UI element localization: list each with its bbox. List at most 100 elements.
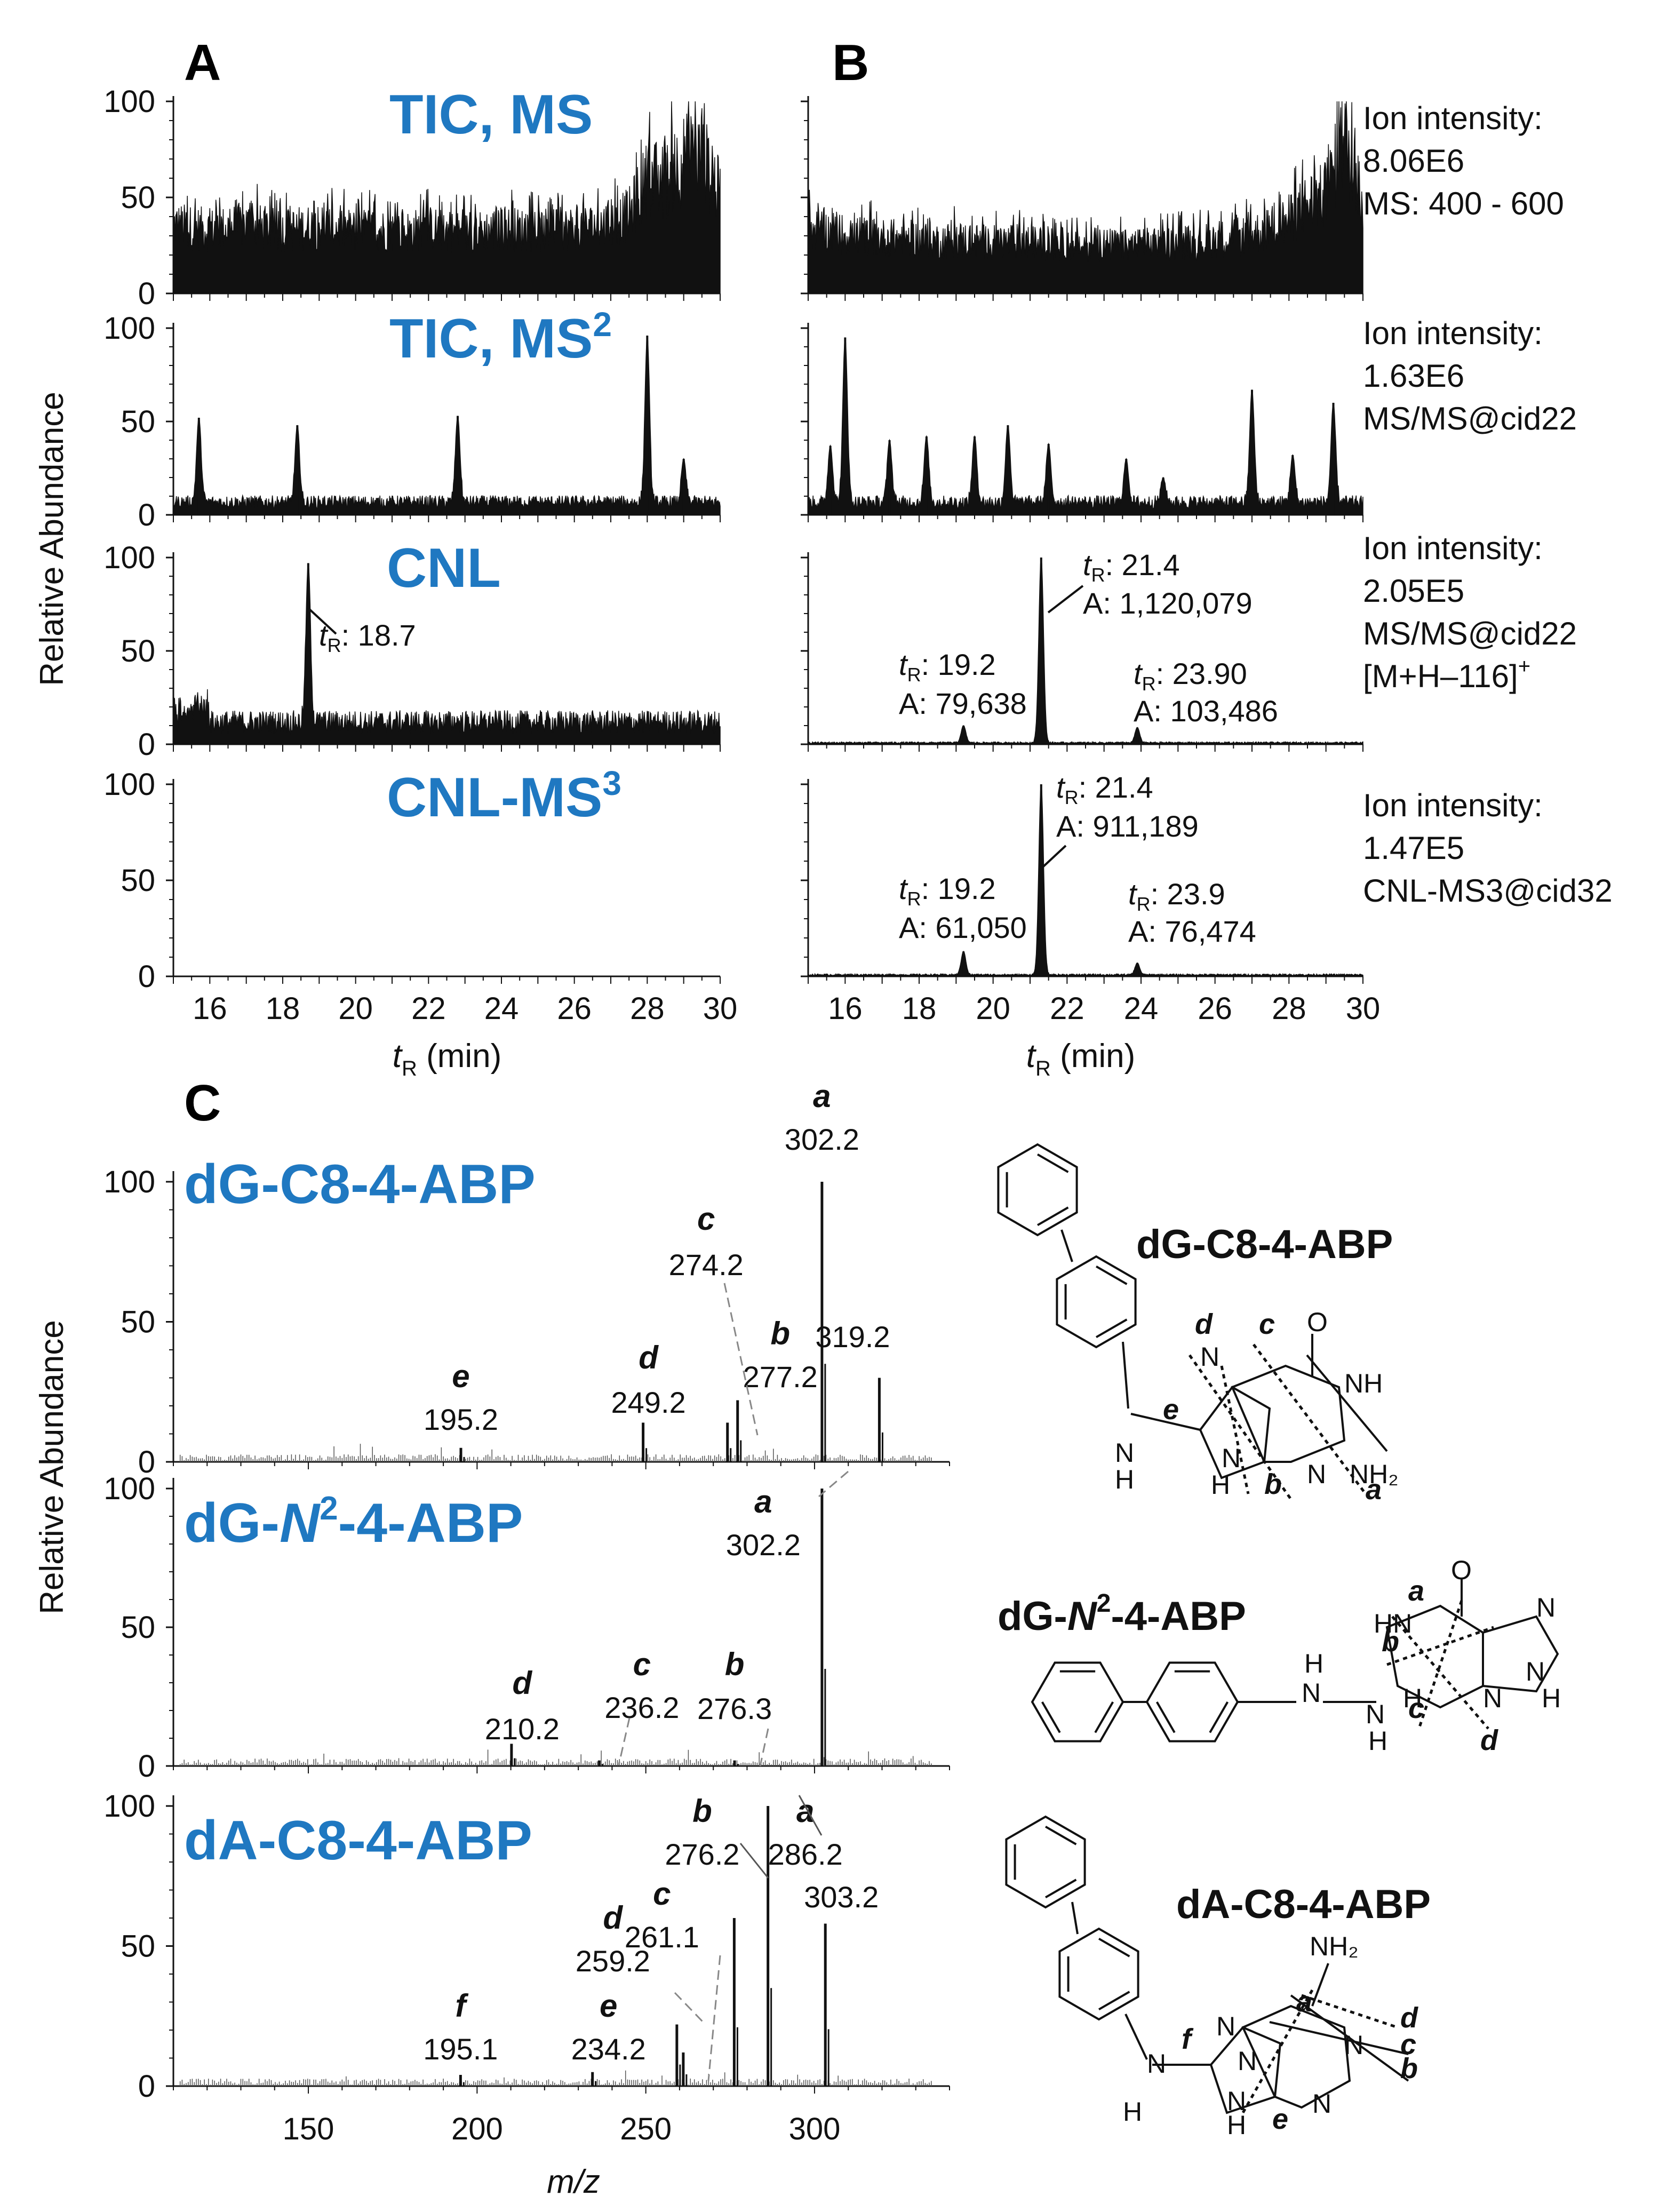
trace-title-tic-ms2-sup: 2 [593, 305, 612, 344]
struct3-frag-line-b [1269, 2021, 1409, 2055]
struct2-atom: c [1408, 1692, 1424, 1724]
annot-b-cnl-3-val: : 23.90 [1156, 657, 1247, 690]
info-2-line-2: 1.63E6 [1363, 358, 1464, 394]
annot-b-cnl: tR: 21.4 A: 1,120,079 tR: 19.2 A: 79,638… [899, 548, 1278, 728]
leader-s1-c [723, 1283, 759, 1436]
y-tick-label: 100 [103, 311, 155, 346]
leader-s2-c [618, 1717, 631, 1765]
spectrum-title-2-sup: 2 [320, 1490, 338, 1527]
panel-label-a: A [184, 34, 221, 91]
struct3-pyrimidine-ring [1241, 2004, 1351, 2109]
mass-spectra: 0 50 100 e 195.2 d 249.2 c 274.2 b 277.2 a 302.2 319.… [103, 1078, 950, 2146]
struct2-atom: N [1536, 1593, 1556, 1622]
trace-title-cnl: CNL [387, 537, 501, 599]
annot-b-cnl-1-sub: R [1091, 564, 1105, 586]
info-1-line-2: 8.06E6 [1363, 143, 1464, 179]
fragment-letter: d [603, 1900, 624, 1936]
annot-b-cnl-1-val: : 21.4 [1105, 548, 1180, 582]
x-tick-label: 200 [451, 2112, 503, 2146]
spectrum-1: 0 50 100 e 195.2 d 249.2 c 274.2 b 277.2 a 302.2 319.… [103, 1078, 950, 1479]
struct2-atom: N [1366, 1699, 1385, 1729]
y-tick-label: 0 [138, 727, 155, 762]
structure-name-3: dA-C8-4-ABP [1176, 1882, 1431, 1927]
chromatogram-trace [808, 784, 1363, 977]
struct2-atom: H [1368, 1726, 1387, 1756]
annot-b-cnl-1-area: A: 1,120,079 [1083, 586, 1253, 620]
chromatogram-trace [808, 337, 1363, 515]
struct1-phenyl-ring-2-double-bond [1095, 1318, 1128, 1339]
fragment-letter: a [796, 1793, 814, 1829]
annot-a-cnl: tR: 18.7 [307, 607, 416, 656]
struct1-atom: N [1200, 1342, 1219, 1372]
info-1-line-3: MS: 400 - 600 [1363, 186, 1564, 221]
struct3-atom: H [1227, 2110, 1246, 2140]
chromatogram-trace [173, 101, 721, 294]
annot-b-ms3-1-t: t [1056, 770, 1066, 804]
spectrum-title-1-pre: dG- [184, 1153, 280, 1215]
chromatogram-b-1 [801, 96, 1363, 301]
y-tick-label: 50 [121, 1305, 155, 1340]
fragment-mz-label: 195.2 [424, 1403, 498, 1436]
x-tick-label: 20 [338, 991, 373, 1026]
struct3-phenyl-ring-2-double-bond [1098, 1937, 1130, 1958]
struct1-frag-line-c [1306, 1354, 1388, 1452]
y-tick-label: 100 [103, 1789, 155, 1824]
fragment-mz-label: 276.3 [697, 1692, 772, 1725]
spectrum-title-3-post: C8-4-ABP [276, 1810, 532, 1872]
struct3-atom: NH₂ [1310, 1931, 1359, 1961]
x-tick-label: 26 [557, 991, 592, 1026]
spectrum-title-3: dA-C8-4-ABP [184, 1810, 532, 1872]
struct1-atom: H [1211, 1470, 1230, 1500]
x-title-a-rest: (min) [417, 1038, 501, 1075]
struct3-phenyl-ring-double-bond [1044, 1879, 1077, 1899]
struct1-frag-line-d [1188, 1354, 1293, 1500]
struct2-phenyl-ring-double-bond [1094, 1701, 1114, 1733]
fragment-mz-label: 303.2 [804, 1880, 879, 1914]
fragment-mz-label: 259.2 [576, 1944, 650, 1978]
y-tick-label: 100 [103, 84, 155, 119]
struct3-atom: c [1400, 2028, 1416, 2060]
y-tick-label: 50 [121, 863, 155, 898]
spectra-leaders [618, 1283, 849, 2081]
x-tick-label: 22 [411, 991, 446, 1026]
fragment-mz-label: 319.2 [815, 1320, 890, 1354]
y-tick-label: 0 [138, 276, 155, 311]
chromatogram-a-1: 0 50 100 [103, 84, 721, 311]
struct3-atom: f [1182, 2023, 1194, 2055]
struct3-phenyl-ring-2-double-bond [1098, 1991, 1130, 2011]
annot-a-cnl-label: tR: 18.7 [319, 618, 416, 656]
struct2-frag-line-b [1386, 1626, 1494, 1666]
annot-b-ms3-2-t: t [899, 872, 908, 905]
x-tick-label: 26 [1198, 991, 1232, 1026]
annot-a-cnl-rt: : 18.7 [341, 618, 416, 652]
chromatogram-b-3 [801, 552, 1363, 752]
struct1-phenyl-ring-double-bond [1036, 1206, 1069, 1227]
fragment-mz-label: 195.1 [423, 2032, 498, 2066]
annot-b-ms3-3-val: : 23.9 [1151, 877, 1225, 911]
struct1-atom: a [1366, 1474, 1382, 1506]
x-tick-label: 24 [1124, 991, 1159, 1026]
y-tick-label: 50 [121, 634, 155, 669]
struct1-atom: b [1264, 1468, 1282, 1500]
struct3-atom: e [1272, 2103, 1288, 2135]
info-3-line-3: MS/MS@cid22 [1363, 616, 1577, 651]
struct1-phenyl-ring-double-bond [1036, 1153, 1069, 1173]
chromatogram-b-4: 16 18 20 22 24 26 28 30 [801, 779, 1380, 1026]
annot-b-ms3-2-area: A: 61,050 [899, 911, 1027, 944]
struct1-frag-line-a [1253, 1343, 1367, 1495]
chromatogram-trace [808, 101, 1363, 294]
chromatogram-trace [808, 557, 1363, 745]
fragment-mz-label: 274.2 [669, 1248, 744, 1282]
struct3-phenyl-ring-double-bond [1044, 1825, 1077, 1845]
struct2-frag-line-a [1391, 1616, 1489, 1730]
fragment-mz-label: 210.2 [485, 1712, 560, 1746]
x-title-b-sub: R [1035, 1057, 1051, 1080]
annot-b-ms3-2-val: : 19.2 [921, 872, 996, 905]
struct2-frag-line-d [1417, 1600, 1463, 1729]
struct1-atom: c [1259, 1308, 1275, 1340]
struct3-frag-line-c [1290, 1994, 1409, 2082]
chrom-x-axis-title-b: tR (min) [1026, 1038, 1136, 1080]
structure-name-1: dG-C8-4-ABP [1136, 1222, 1393, 1267]
struct3-phenyl-ring-2 [1058, 1927, 1139, 2021]
struct1-atom: O [1307, 1307, 1328, 1337]
